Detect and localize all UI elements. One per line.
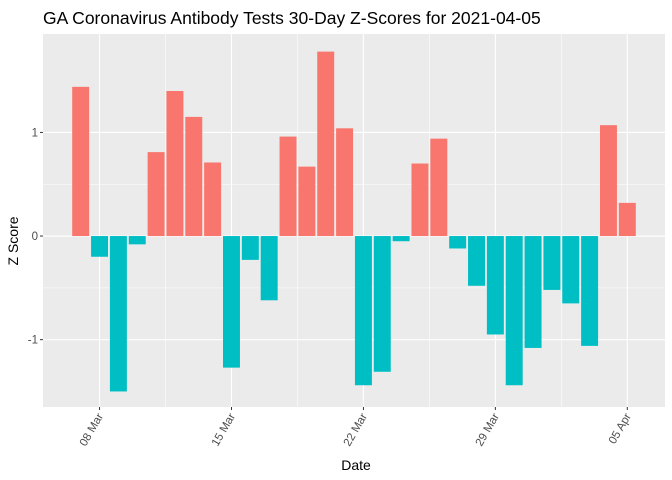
bar-positive xyxy=(317,51,335,237)
x-tick-label: 05 Apr xyxy=(607,411,634,446)
bar-positive xyxy=(618,202,636,237)
chart-title: GA Coronavirus Antibody Tests 30-Day Z-S… xyxy=(43,8,541,28)
bar-negative xyxy=(109,236,127,392)
bars xyxy=(72,51,636,392)
bar-negative xyxy=(128,236,146,245)
bar-negative xyxy=(562,236,580,304)
bar-positive xyxy=(599,125,617,237)
x-tick-label: 29 Mar xyxy=(474,411,502,448)
bar-negative xyxy=(468,236,485,286)
bar-positive xyxy=(147,152,165,237)
plot-panel xyxy=(43,34,665,407)
bar-positive xyxy=(72,86,90,237)
bar-positive xyxy=(298,166,316,237)
bar-positive xyxy=(166,90,184,237)
y-tick-label: -1 xyxy=(28,335,38,347)
bar-positive xyxy=(279,136,297,237)
bar-positive xyxy=(411,163,429,237)
bar-negative xyxy=(241,236,259,260)
bar-negative xyxy=(486,236,504,335)
bar-negative xyxy=(260,236,278,301)
y-tick-label: 0 xyxy=(32,231,38,243)
y-tick-label: 1 xyxy=(32,127,38,139)
bar-negative xyxy=(373,236,391,372)
bar-positive xyxy=(185,116,203,237)
bar-positive xyxy=(336,128,354,237)
bar-positive xyxy=(204,162,222,237)
bar-positive xyxy=(430,138,448,237)
bar-negative xyxy=(223,236,240,368)
bar-negative xyxy=(524,236,542,348)
x-tick-label: 08 Mar xyxy=(78,411,106,448)
bar-negative xyxy=(354,236,372,386)
bar-negative xyxy=(505,236,523,386)
bar-negative xyxy=(543,236,561,290)
x-tick-label: 22 Mar xyxy=(342,411,370,448)
x-axis: 08 Mar 15 Mar 22 Mar 29 Mar 05 Apr xyxy=(78,407,634,449)
minor-gridlines xyxy=(43,34,665,407)
bar-negative xyxy=(449,236,467,249)
x-tick-label: 15 Mar xyxy=(210,411,238,448)
y-axis-title: Z Score xyxy=(5,216,21,265)
y-axis: -1 0 1 xyxy=(28,127,43,347)
bar-negative xyxy=(581,236,599,346)
bar-negative xyxy=(91,236,109,257)
x-axis-title: Date xyxy=(341,457,371,473)
bar-negative xyxy=(392,236,410,242)
